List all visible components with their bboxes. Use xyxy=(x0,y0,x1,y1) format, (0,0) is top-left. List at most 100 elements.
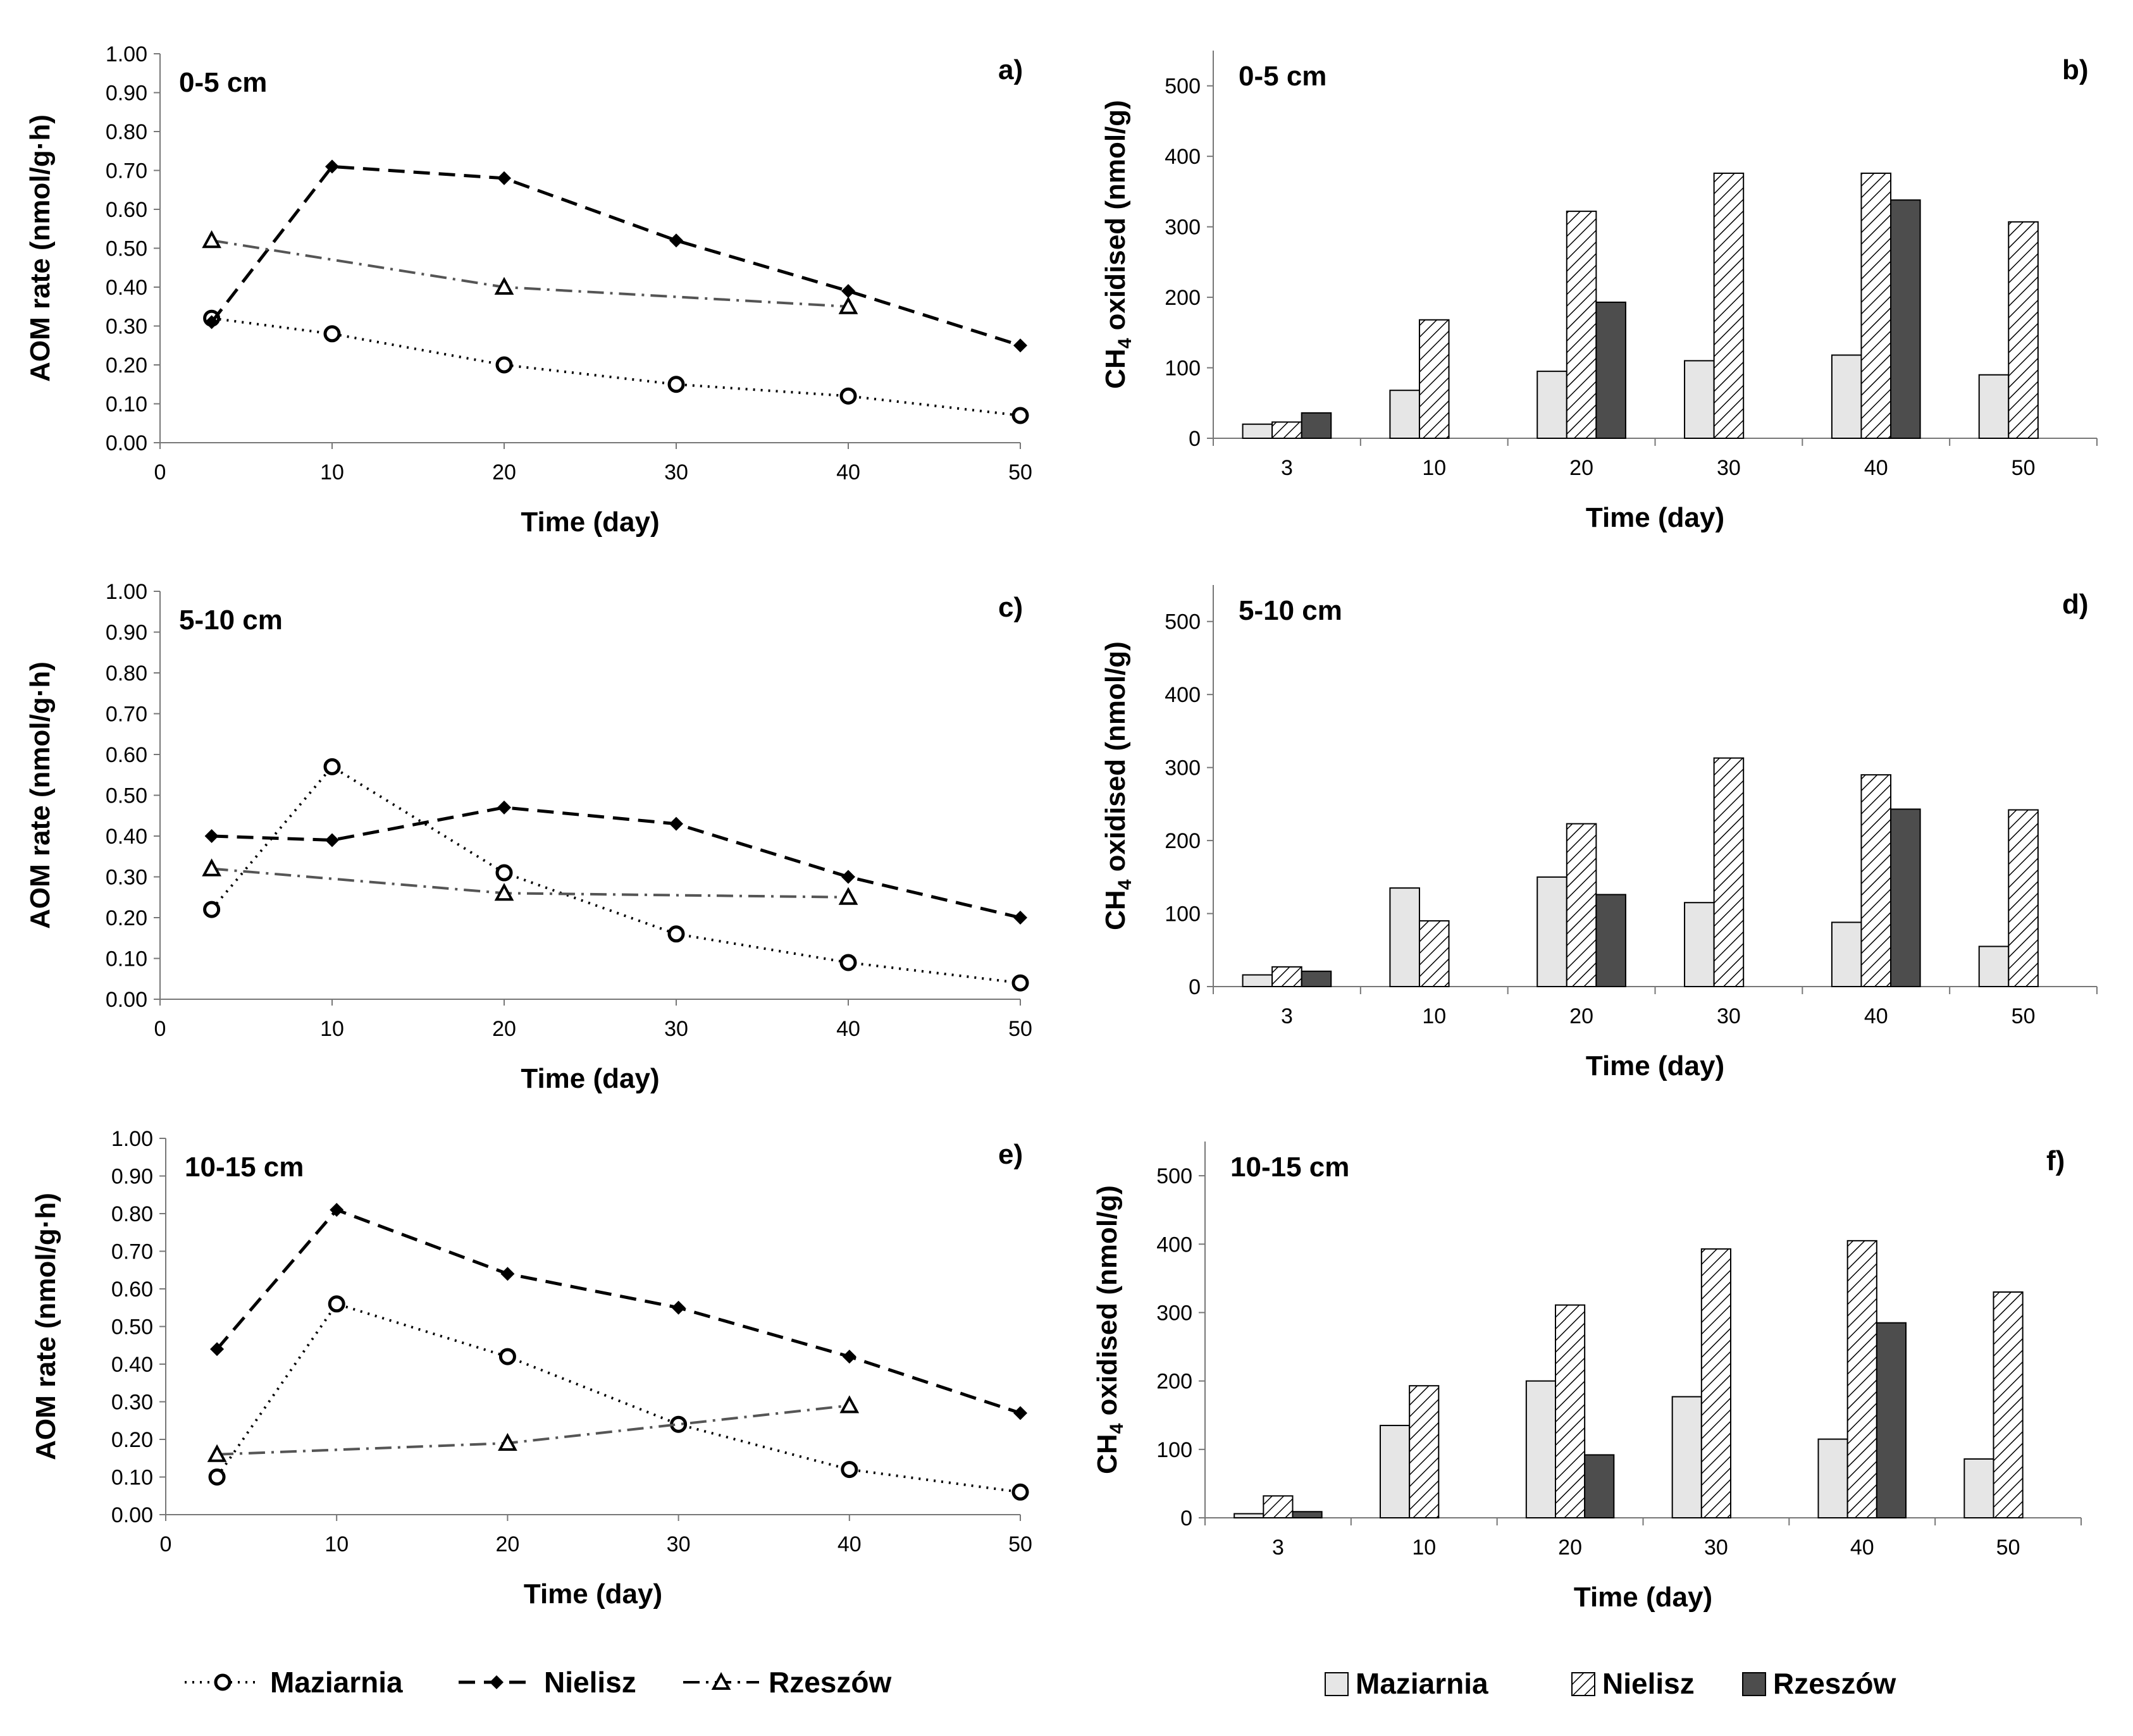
depth-label: 0-5 cm xyxy=(179,67,267,98)
y-tick-label: 0.30 xyxy=(106,315,147,339)
data-point xyxy=(498,1432,517,1451)
y-tick-label: 200 xyxy=(1156,1370,1192,1394)
y-tick-label: 500 xyxy=(1156,1164,1192,1188)
data-point xyxy=(1013,338,1027,353)
data-point xyxy=(669,233,683,248)
x-axis-title: Time (day) xyxy=(524,1579,662,1610)
x-tick-label: 10 xyxy=(1422,1004,1446,1028)
legend-label: Rzeszów xyxy=(1773,1667,1896,1700)
x-tick-label: 10 xyxy=(1422,456,1446,480)
x-tick-label: 0 xyxy=(154,1017,166,1041)
x-axis-title: Time (day) xyxy=(521,1063,659,1094)
panel-d-bar-chart: 0 100 200 300 400 500 3 10 20 30 40 50 Time (day) CH4… xyxy=(1100,585,2098,1081)
x-tick-label: 50 xyxy=(1008,1017,1032,1041)
y-axis-title: CH4 oxidised (nmol/g) xyxy=(1100,641,1135,930)
data-point xyxy=(494,276,514,295)
bar-maziarnia xyxy=(1963,1458,1994,1518)
panel-f-bar-chart: 0 100 200 300 400 500 3 10 20 30 40 50 Time (day) CH4… xyxy=(1092,1142,2082,1613)
y-tick-label: 0.40 xyxy=(106,825,147,849)
x-tick-label: 30 xyxy=(1717,1004,1741,1028)
x-tick-label: 10 xyxy=(1412,1536,1436,1560)
y-tick-label: 0.30 xyxy=(106,866,147,890)
panel-label: d) xyxy=(2062,589,2089,620)
line-legend: Maziarnia Nielisz Rzeszów xyxy=(185,1666,891,1699)
y-tick-label: 0.20 xyxy=(106,906,147,930)
data-point xyxy=(325,833,339,847)
bar-nielisz xyxy=(1271,421,1302,440)
data-point xyxy=(202,230,221,249)
bar-maziarnia xyxy=(1389,390,1420,440)
y-tick-label: 0.40 xyxy=(106,276,147,300)
data-point xyxy=(500,1267,515,1281)
bar-maziarnia xyxy=(1978,945,2010,987)
bar-maziarnia xyxy=(1536,876,1567,988)
data-point xyxy=(1011,974,1029,992)
legend-label: Nielisz xyxy=(1602,1667,1695,1700)
bar-nielisz xyxy=(1409,1385,1440,1518)
depth-label: 10-15 cm xyxy=(185,1152,304,1183)
x-tick-label: 50 xyxy=(2012,1004,2036,1028)
bar-rzeszow xyxy=(1595,301,1626,439)
x-tick-label: 50 xyxy=(1008,460,1032,484)
y-axis-title: AOM rate (nmol/g·h) xyxy=(25,662,56,929)
legend-marker xyxy=(490,1675,504,1689)
data-point xyxy=(838,296,858,314)
y-tick-label: 0.90 xyxy=(111,1165,153,1189)
y-axis-title: AOM rate (nmol/g·h) xyxy=(30,1193,61,1460)
x-tick-label: 10 xyxy=(320,1017,344,1041)
y-tick-label: 0.40 xyxy=(111,1353,153,1377)
bar-nielisz xyxy=(1713,757,1745,988)
legend-swatch xyxy=(1325,1672,1349,1696)
bar-maziarnia xyxy=(1389,887,1420,987)
bar-rzeszow xyxy=(1876,1322,1907,1519)
bar-nielisz xyxy=(1566,823,1597,987)
bar-rzeszow xyxy=(1292,1511,1323,1519)
series-line-maziarnia xyxy=(216,1302,1021,1494)
y-tick-label: 0.70 xyxy=(106,159,147,183)
x-tick-label: 3 xyxy=(1281,1004,1293,1028)
bar-nielisz xyxy=(1993,1291,2024,1518)
y-tick-label: 400 xyxy=(1156,1233,1192,1257)
bar-maziarnia xyxy=(1831,354,1862,439)
y-tick-label: 0 xyxy=(1189,427,1201,451)
bar-rzeszow xyxy=(1890,808,1921,987)
x-tick-label: 30 xyxy=(1717,456,1741,480)
data-point xyxy=(842,1350,856,1364)
data-point xyxy=(1013,911,1027,925)
y-tick-label: 300 xyxy=(1156,1301,1192,1325)
y-tick-label: 0.90 xyxy=(106,82,147,106)
x-tick-label: 30 xyxy=(664,460,688,484)
data-point xyxy=(841,870,855,884)
data-point xyxy=(325,159,339,174)
y-tick-label: 1.00 xyxy=(111,1127,153,1151)
bar-maziarnia xyxy=(1817,1438,1848,1518)
data-point xyxy=(207,1444,227,1462)
panel-label: f) xyxy=(2046,1145,2065,1176)
data-point xyxy=(210,1342,225,1357)
x-axis-title: Time (day) xyxy=(1574,1582,1712,1613)
bar-maziarnia xyxy=(1525,1380,1556,1519)
y-tick-label: 0.80 xyxy=(106,662,147,686)
y-tick-label: 0 xyxy=(1189,975,1201,999)
x-tick-label: 30 xyxy=(664,1017,688,1041)
x-tick-label: 20 xyxy=(1558,1536,1582,1560)
x-tick-label: 10 xyxy=(320,460,344,484)
bar-maziarnia xyxy=(1233,1513,1264,1518)
panel-label: b) xyxy=(2062,54,2089,85)
data-point xyxy=(498,1348,516,1365)
x-tick-label: 10 xyxy=(325,1532,349,1556)
bar-nielisz xyxy=(2008,809,2039,987)
y-tick-label: 100 xyxy=(1165,902,1201,926)
bar-maziarnia xyxy=(1242,423,1273,440)
depth-label: 5-10 cm xyxy=(1239,595,1342,626)
y-tick-label: 0.60 xyxy=(106,743,147,767)
bar-maziarnia xyxy=(1242,974,1273,987)
legend-marker xyxy=(711,1671,731,1690)
data-point xyxy=(667,925,685,943)
series-line-nielisz xyxy=(216,1208,1021,1415)
data-point xyxy=(839,387,857,405)
data-point xyxy=(203,901,221,918)
data-point xyxy=(202,858,221,877)
y-tick-label: 0.10 xyxy=(106,947,147,971)
bar-legend: Maziarnia Nielisz Rzeszów xyxy=(1325,1667,1896,1700)
